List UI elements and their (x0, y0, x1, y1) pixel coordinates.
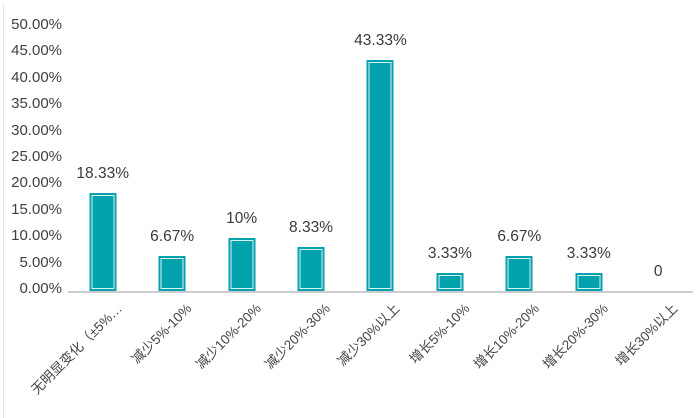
bar (505, 256, 533, 291)
x-axis-label: 增长30%以上 (612, 300, 681, 369)
bar-highlight (577, 275, 601, 289)
y-tick-label: 5.00% (19, 253, 62, 271)
category-column: 8.33% 减少20%-30% (262, 25, 345, 372)
bar-highlight (160, 258, 184, 289)
x-axis-label: 减少10%-20% (192, 300, 265, 372)
plot-area: 18.33% 无明显变化（±5%… 6.67% 减少5%-10% 10% 减少10%-20… (29, 25, 693, 397)
bar-highlight (507, 258, 531, 289)
y-tick-label: 25.00% (11, 148, 62, 165)
x-axis-label: 增长20%-30% (540, 300, 612, 372)
data-label: 8.33% (289, 219, 334, 236)
bar-highlight (438, 275, 462, 289)
data-label: 43.33% (354, 32, 407, 49)
data-label: 3.33% (566, 245, 611, 262)
y-tick-label: 20.00% (11, 174, 62, 192)
x-axis-label: 减少5%-10% (128, 300, 195, 367)
data-label: 0 (653, 263, 663, 280)
bar (89, 193, 117, 291)
data-label: 10% (226, 210, 258, 227)
x-axis-label: 减少20%-30% (262, 300, 334, 372)
data-label: 6.67% (497, 228, 542, 245)
x-axis-line (68, 291, 693, 293)
y-tick-label: 35.00% (11, 95, 62, 113)
bar (575, 273, 603, 291)
category-column: 0 增长30%以上 (613, 25, 693, 369)
data-label: 18.33% (76, 165, 130, 182)
y-tick-label: 45.00% (11, 42, 62, 60)
y-axis: 0.00% 5.00% 10.00% 15.00% 20.00% 25.00% 30.00%… (0, 0, 62, 418)
x-axis-label: 增长5%-10% (406, 300, 473, 367)
category-column: 3.33% 增长5%-10% (407, 25, 484, 367)
x-axis-label: 增长10%-20% (470, 300, 542, 372)
bar (158, 256, 186, 291)
category-column: 43.33% 减少30%以上 (335, 25, 415, 369)
chart-left-border (3, 4, 4, 418)
y-tick-label: 0.00% (19, 280, 62, 297)
bar-highlight (368, 62, 392, 289)
category-column: 3.33% 增长20%-30% (540, 25, 623, 372)
x-axis-label: 减少30%以上 (334, 300, 403, 369)
y-tick-label: 50.00% (11, 16, 62, 33)
bar-highlight (230, 240, 254, 289)
bar (297, 247, 325, 291)
y-tick-label: 30.00% (11, 121, 62, 139)
y-tick-label: 15.00% (11, 200, 62, 218)
bar (436, 273, 464, 291)
data-label: 3.33% (427, 245, 472, 262)
data-label: 6.67% (150, 228, 195, 245)
y-tick-label: 40.00% (11, 68, 62, 86)
bar-highlight (299, 249, 323, 289)
bar (366, 60, 394, 291)
category-column: 18.33% 无明显变化（±5%… (29, 25, 137, 397)
category-column: 10% 减少10%-20% (193, 25, 276, 372)
bar (228, 238, 256, 291)
bar-highlight (91, 195, 115, 289)
category-column: 6.67% 增长10%-20% (471, 25, 554, 372)
category-column: 6.67% 减少5%-10% (129, 25, 206, 367)
y-tick-label: 10.00% (11, 227, 62, 245)
